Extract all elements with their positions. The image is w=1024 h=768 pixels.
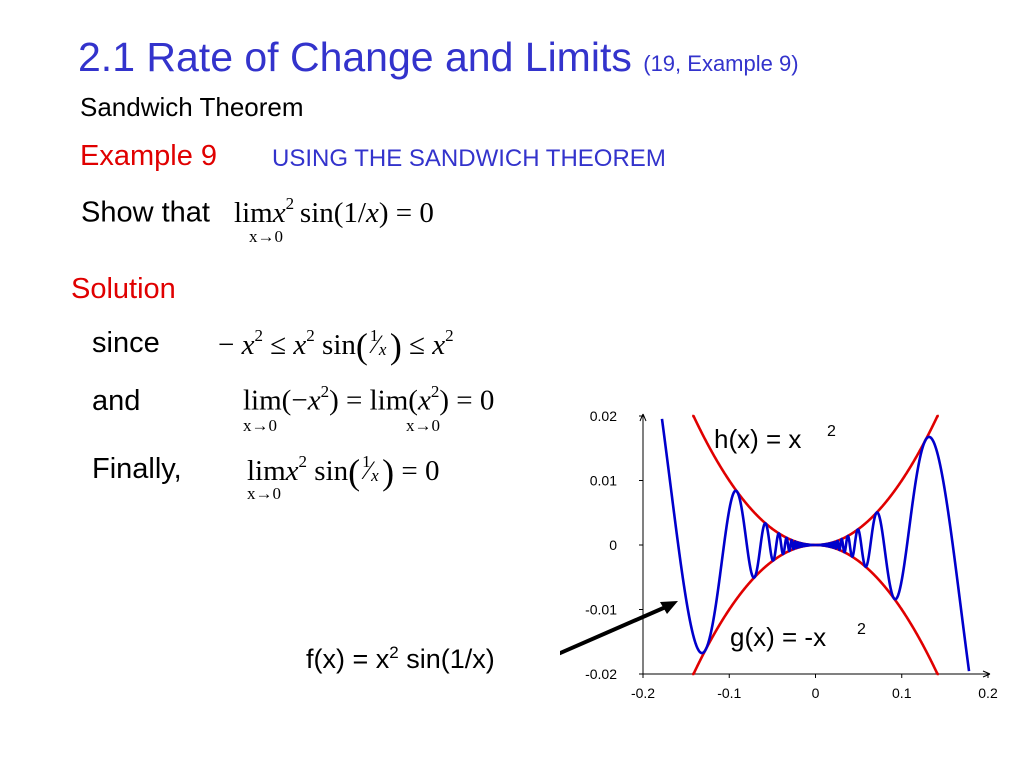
title-text: 2.1 Rate of Change and Limits	[78, 34, 632, 80]
slide-subtitle: Sandwich Theorem	[80, 92, 304, 122]
g-curve-label: g(x) = -x	[730, 622, 826, 652]
g-curve-label-exponent: 2	[857, 621, 866, 638]
y-axis-arrow	[639, 413, 647, 422]
x-tick-label: 0	[812, 685, 820, 701]
problem-expression: limx2 sin(1/x) = 0	[234, 194, 434, 229]
final-lim-subscript: x→0	[247, 484, 281, 503]
y-tick-label: 0.02	[590, 408, 617, 424]
lower-bound-curve	[691, 543, 940, 676]
final-result: limx2 sin(1 ⁄ x) = 0	[247, 452, 440, 492]
y-tick-label: -0.01	[585, 602, 617, 618]
sandwich-chart: -0.2 -0.1 0 0.1 0.2 0.02 0.01 0 -0.01 -0.02 h(x) =…	[560, 408, 998, 701]
h-curve-label-exponent: 2	[827, 423, 836, 440]
oscillating-curve	[660, 418, 971, 672]
since-inequality: − x2 ≤ x2 sin(1 ⁄ x) ≤ x2	[218, 326, 454, 366]
y-tick-label: 0	[609, 537, 617, 553]
pointer-arrow-head	[660, 601, 678, 614]
solution-label: Solution	[71, 273, 176, 305]
title-reference: (19, Example 9)	[643, 51, 799, 76]
and-limits: lim(−x2) = lim(x2) = 0	[243, 382, 495, 417]
x-axis-arrow	[982, 670, 991, 678]
function-label: f(x) = x2 sin(1/x)	[306, 643, 495, 674]
slide-title: 2.1 Rate of Change and Limits (19, Examp…	[78, 34, 799, 81]
x-tick-label: -0.1	[717, 685, 741, 701]
since-label: since	[92, 327, 160, 359]
pointer-arrow-line	[560, 604, 669, 656]
prompt-text: Show that	[81, 196, 210, 229]
y-tick-label: -0.02	[585, 666, 617, 682]
finally-label: Finally,	[92, 453, 182, 485]
x-tick-label: 0.2	[978, 685, 998, 701]
example-heading: USING THE SANDWICH THEOREM	[272, 145, 666, 172]
h-curve-label: h(x) = x	[714, 424, 801, 454]
problem-statement: Show that limx2 sin(1/x) = 0	[81, 194, 434, 230]
and-label: and	[92, 385, 141, 417]
and-lim-subscript-2: x→0	[406, 416, 440, 435]
problem-lim-subscript: x→0	[249, 227, 283, 246]
x-tick-label: -0.2	[631, 685, 655, 701]
and-lim-subscript-1: x→0	[243, 416, 277, 435]
y-tick-label: 0.01	[590, 473, 617, 489]
example-label: Example 9	[80, 140, 218, 172]
x-tick-label: 0.1	[892, 685, 912, 701]
